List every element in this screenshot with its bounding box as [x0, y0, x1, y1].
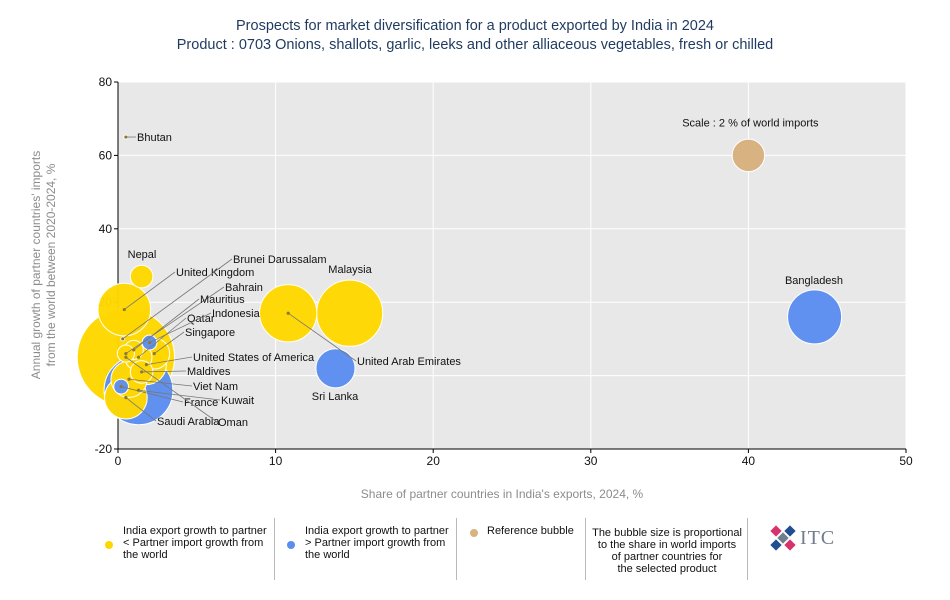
point-marker-saudi-arabia — [124, 396, 128, 400]
x-tick-label: 30 — [584, 454, 598, 468]
leader-brunei-darussalam — [122, 258, 233, 340]
label-mauritius: Mauritius — [200, 294, 245, 306]
x-tick-label: 20 — [427, 454, 441, 468]
leader-maldives — [141, 370, 187, 373]
bubble-size-note: The bubble size is proportional to the s… — [592, 527, 742, 575]
legend-dot-blue — [287, 541, 295, 549]
legend-item-yellow[interactable]: India export growth to partner < Partner… — [123, 525, 267, 561]
label-indonesia: Indonesia — [212, 308, 261, 320]
reference-bubble — [731, 138, 766, 173]
label-saudi-arabia: Saudi Arabia — [157, 416, 220, 428]
label-brunei-darussalam: Brunei Darussalam — [233, 254, 327, 266]
leader-oman — [125, 356, 218, 423]
y-tick-label: -20 — [95, 442, 113, 456]
x-tick-label: 10 — [269, 454, 283, 468]
x-tick-label: 50 — [899, 454, 913, 468]
label-united-arab-emirates: United Arab Emirates — [357, 356, 461, 368]
label-sri-lanka: Sri Lanka — [312, 391, 359, 403]
point-marker-united-arab-emirates — [286, 311, 290, 315]
leader-saudi-arabia — [125, 397, 157, 422]
point-marker-singapore — [152, 351, 156, 356]
point-marker-qatar — [136, 355, 141, 359]
leader-france — [121, 386, 184, 403]
leader-viet-nam — [128, 378, 193, 387]
leader-singapore — [154, 331, 185, 354]
point-marker-maldives — [140, 370, 144, 374]
label-malaysia: Malaysia — [328, 264, 372, 276]
itc-logo-icon — [770, 525, 796, 551]
label-united-states-of-america: United States of America — [193, 352, 315, 364]
point-marker-united-states-of-america — [144, 362, 148, 367]
label-viet-nam: Viet Nam — [193, 381, 238, 393]
label-kuwait: Kuwait — [221, 395, 254, 407]
point-marker-bahrain — [124, 351, 128, 356]
point-marker-viet-nam — [127, 377, 131, 381]
x-tick-label: 0 — [115, 454, 122, 468]
leader-united-states-of-america — [146, 356, 193, 365]
leader-united-arab-emirates — [287, 312, 357, 362]
x-tick-label: 40 — [742, 454, 756, 468]
label-singapore: Singapore — [185, 327, 235, 339]
bubble-sri-lanka — [315, 348, 356, 389]
chart-title: Prospects for market diversification for… — [236, 18, 714, 34]
label-qatar: Qatar — [187, 313, 215, 325]
legend-divider — [456, 518, 457, 580]
label-bahrain: Bahrain — [225, 282, 263, 294]
bubble-malaysia — [316, 279, 384, 347]
x-axis-title: Share of partner countries in India's ex… — [361, 487, 644, 501]
plot-area — [118, 82, 906, 449]
y-tick-label: 60 — [99, 148, 113, 162]
reference-bubble-label: Scale : 2 % of world imports — [682, 117, 819, 129]
label-bhutan: Bhutan — [137, 132, 172, 144]
point-marker-oman — [124, 355, 128, 359]
label-maldives: Maldives — [187, 366, 231, 378]
point-marker-brunei-darussalam — [121, 337, 125, 341]
label-oman: Oman — [218, 417, 248, 429]
point-marker-mauritius — [132, 348, 136, 352]
legend-divider — [585, 518, 586, 580]
chart-subtitle: Product : 0703 Onions, shallots, garlic,… — [176, 37, 774, 53]
label-bangladesh: Bangladesh — [785, 275, 843, 287]
legend-divider — [274, 518, 275, 580]
point-marker-bhutan — [124, 135, 128, 139]
leader-qatar — [138, 317, 187, 358]
point-marker-indonesia — [147, 340, 152, 345]
point-marker-france — [119, 385, 123, 389]
leader-mauritius — [133, 298, 200, 351]
y-tick-label: 40 — [99, 222, 113, 236]
bubble-nepal — [129, 264, 154, 289]
bubble-bangladesh — [787, 289, 843, 345]
legend-item-reference[interactable]: Reference bubble — [487, 525, 574, 537]
leader-united-kingdom — [124, 271, 176, 310]
y-axis-title: Annual growth of partner countries' impo… — [29, 151, 58, 379]
leader-bahrain — [125, 286, 225, 354]
itc-logo-text: ITC — [800, 527, 836, 549]
label-united-kingdom: United Kingdom — [176, 267, 254, 279]
legend-divider — [747, 518, 748, 580]
label-nepal: Nepal — [128, 249, 157, 261]
label-france: France — [184, 397, 218, 409]
y-tick-label: 80 — [99, 75, 113, 89]
legend-dot-reference — [470, 529, 478, 537]
legend-item-blue[interactable]: India export growth to partner > Partner… — [305, 525, 449, 561]
legend-dot-yellow — [105, 541, 113, 549]
leader-indonesia — [149, 312, 212, 343]
point-marker-united-kingdom — [122, 307, 126, 312]
